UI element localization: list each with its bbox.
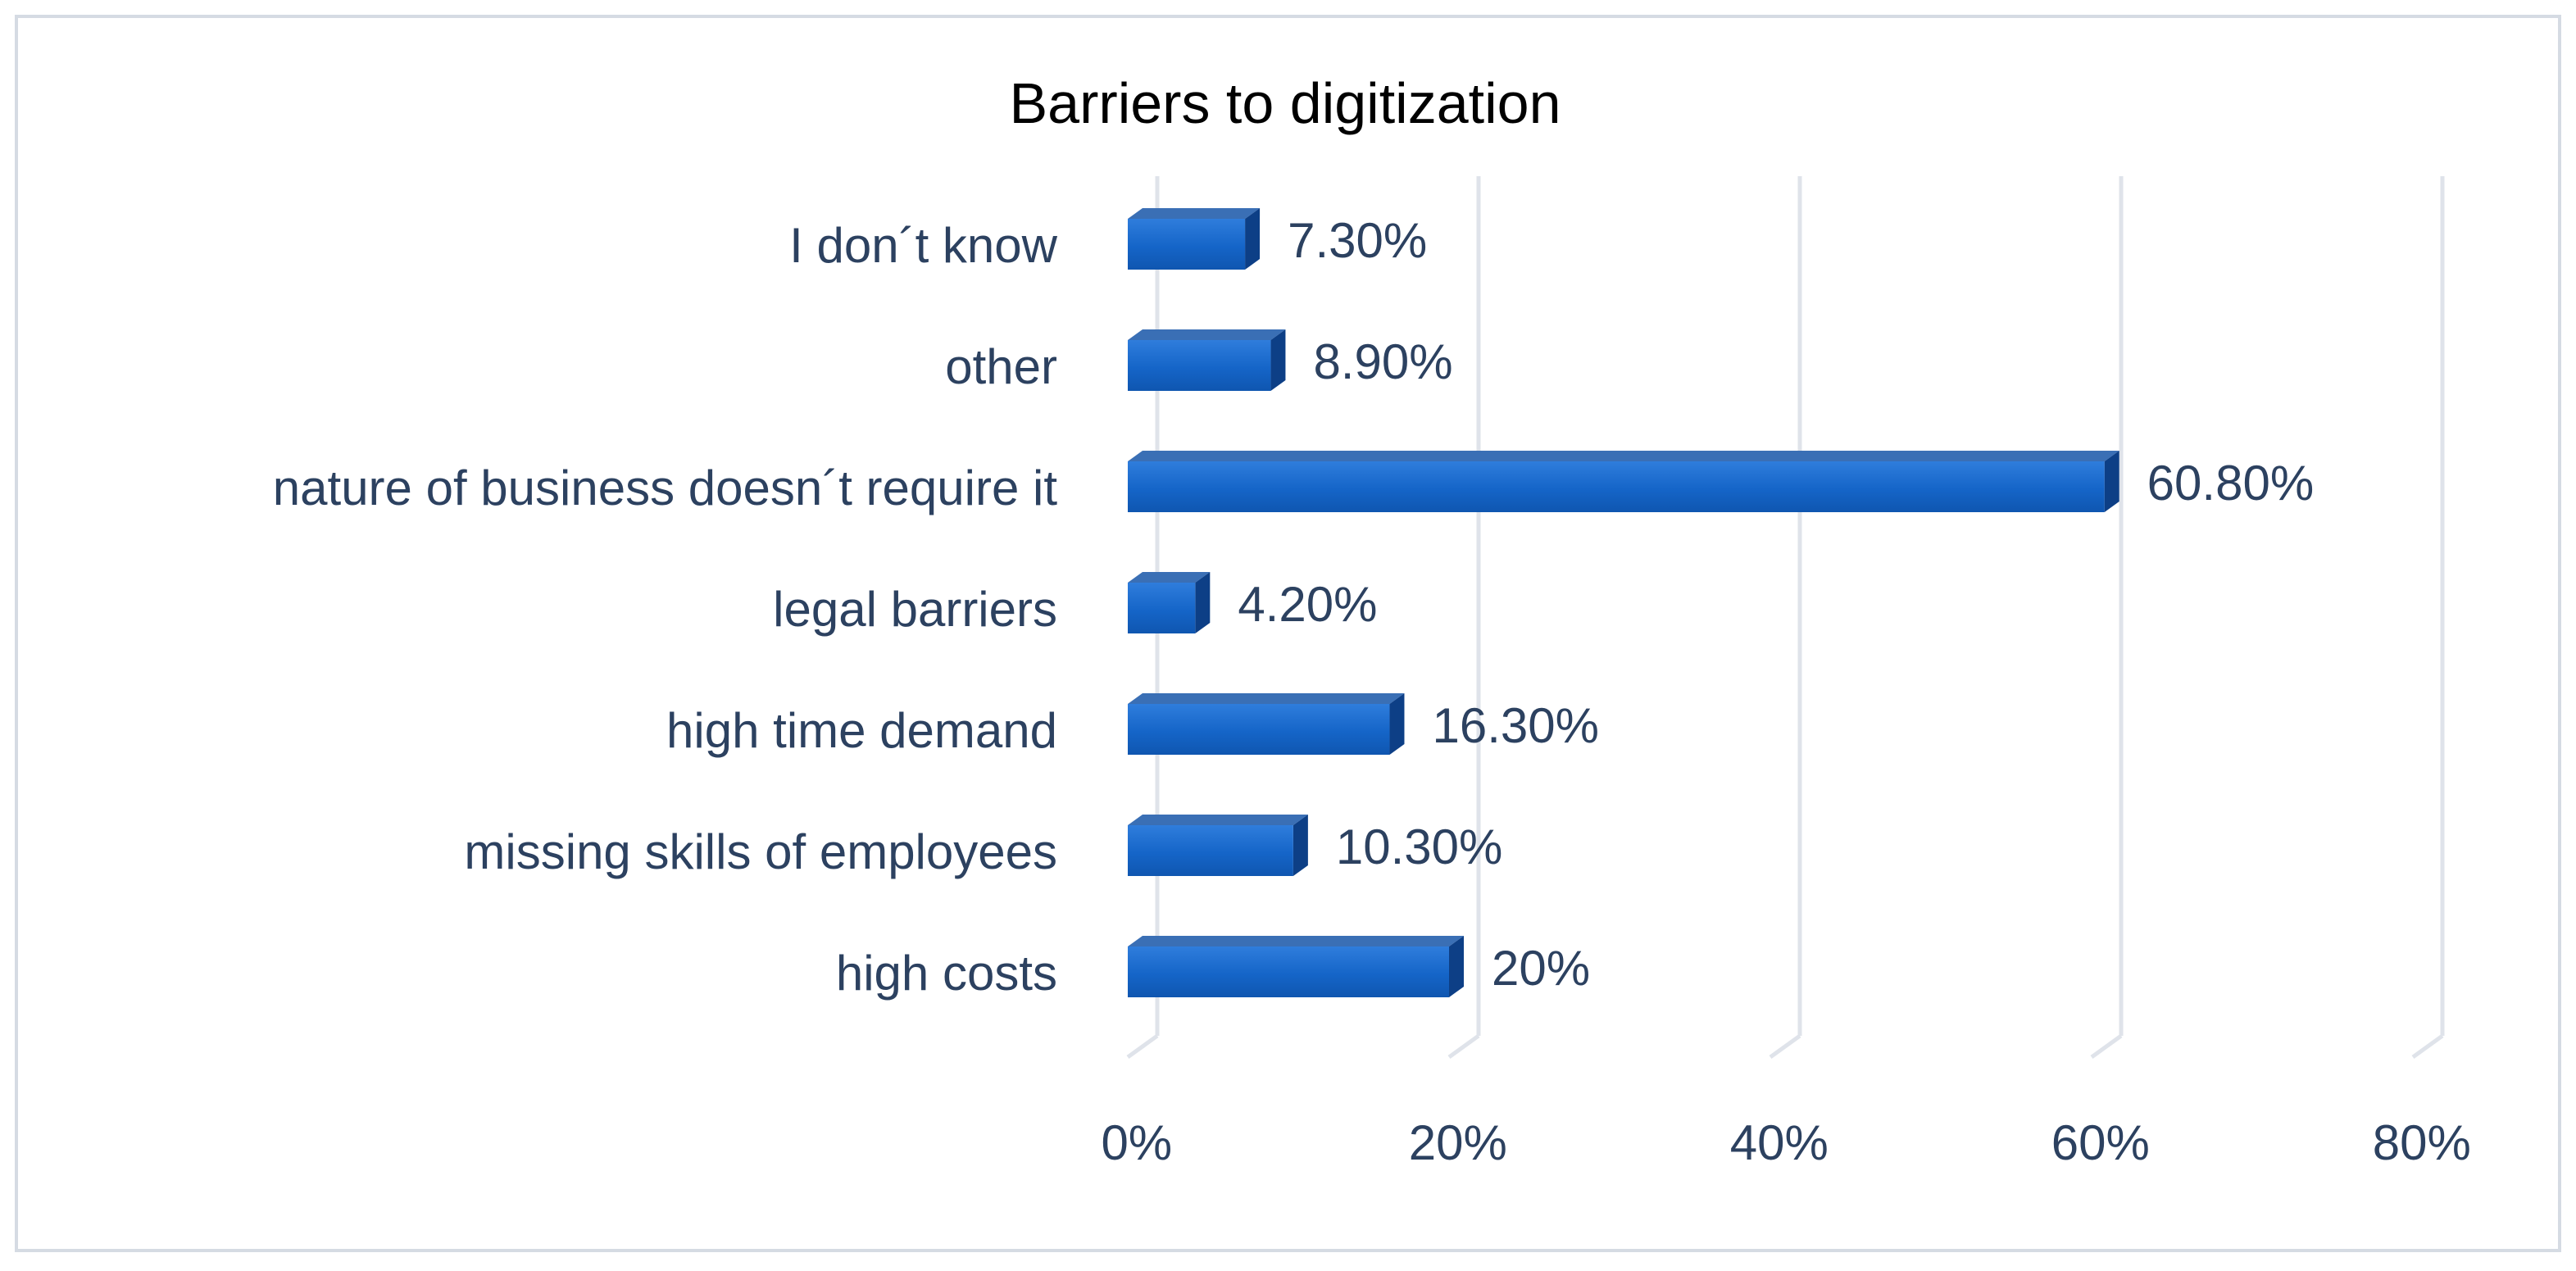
x-tick-label-0: 0%: [1101, 1115, 1172, 1170]
data-label-3: 4.20%: [1238, 577, 1377, 632]
bar-front-face: [1128, 340, 1271, 391]
data-label-6: 20%: [1492, 941, 1590, 996]
bar-front-face: [1128, 219, 1246, 270]
category-label-3: legal barriers: [773, 582, 1057, 637]
bar-top-face: [1128, 208, 1261, 219]
bar-1: [1128, 329, 1286, 391]
data-label-0: 7.30%: [1288, 213, 1427, 268]
bar-front-face: [1128, 461, 2105, 512]
bar-6: [1128, 936, 1464, 997]
category-label-2: nature of business doesn´t require it: [273, 461, 1058, 515]
category-label-6: high costs: [836, 946, 1057, 1001]
bar-0: [1128, 208, 1261, 270]
x-tick-label-4: 80%: [2373, 1115, 2471, 1170]
data-label-1: 8.90%: [1313, 334, 1452, 389]
bar-side-face: [1270, 329, 1286, 391]
x-axis-tick-labels: 0% 20% 40% 60% 80%: [1101, 1115, 2470, 1170]
bar-front-face: [1128, 825, 1293, 876]
bar-top-face: [1128, 936, 1464, 946]
x-tick-label-3: 60%: [2051, 1115, 2150, 1170]
data-labels: 7.30% 8.90% 60.80% 4.20% 16.30% 10.30% 20%: [1238, 213, 2314, 996]
bar-side-face: [1389, 693, 1405, 755]
bar-top-face: [1128, 451, 2119, 461]
bar-side-face: [1245, 208, 1261, 270]
data-label-4: 16.30%: [1432, 698, 1599, 753]
gridline-floor-1: [1447, 1033, 1480, 1060]
bar-side-face: [1449, 936, 1464, 997]
category-labels: I don´t know other nature of business does…: [273, 218, 1058, 1001]
bar-side-face: [2104, 451, 2119, 512]
chart-frame: [15, 15, 2561, 1252]
bar-front-face: [1128, 704, 1390, 755]
category-label-1: other: [945, 339, 1057, 394]
bar-top-face: [1128, 329, 1286, 340]
bars: [1128, 208, 2119, 997]
category-label-5: missing skills of employees: [464, 824, 1057, 879]
bar-side-face: [1293, 815, 1308, 876]
bar-front-face: [1128, 583, 1196, 633]
data-label-2: 60.80%: [2147, 456, 2315, 511]
bar-top-face: [1128, 815, 1308, 825]
gridlines: [1126, 176, 2445, 1060]
gridline-floor-0: [1126, 1033, 1159, 1060]
gridline-floor-2: [1769, 1033, 1801, 1060]
gridline-floor-3: [2090, 1033, 2123, 1060]
bar-3: [1128, 572, 1211, 633]
x-tick-label-2: 40%: [1730, 1115, 1829, 1170]
gridline-floor-4: [2411, 1033, 2444, 1060]
bar-4: [1128, 693, 1405, 755]
x-tick-label-1: 20%: [1409, 1115, 1507, 1170]
bar-5: [1128, 815, 1308, 876]
bar-side-face: [1195, 572, 1211, 633]
bar-2: [1128, 451, 2119, 512]
bar-top-face: [1128, 572, 1211, 583]
data-label-5: 10.30%: [1336, 819, 1503, 874]
category-label-4: high time demand: [666, 703, 1057, 758]
chart-title: Barriers to digitization: [1009, 71, 1561, 135]
bar-top-face: [1128, 693, 1405, 704]
category-label-0: I don´t know: [789, 218, 1058, 273]
bar-front-face: [1128, 946, 1449, 997]
